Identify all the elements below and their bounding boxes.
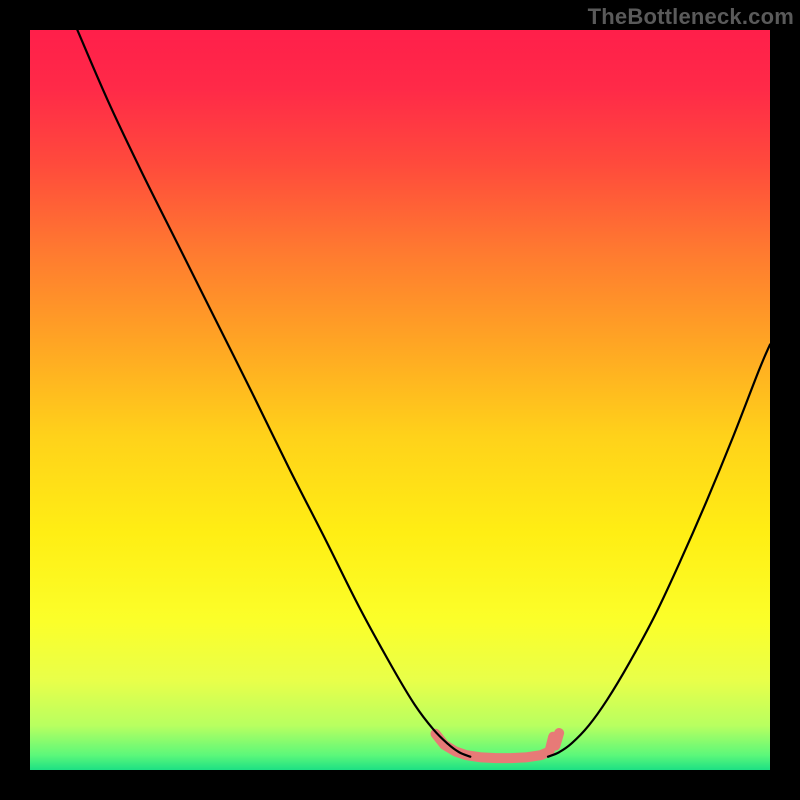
watermark-text: TheBottleneck.com	[588, 4, 794, 30]
chart-container: TheBottleneck.com	[0, 0, 800, 800]
floor-band	[436, 733, 560, 758]
curve-layer	[30, 30, 770, 770]
plot-area	[30, 30, 770, 770]
left-curve	[77, 30, 470, 757]
right-curve	[548, 345, 770, 757]
